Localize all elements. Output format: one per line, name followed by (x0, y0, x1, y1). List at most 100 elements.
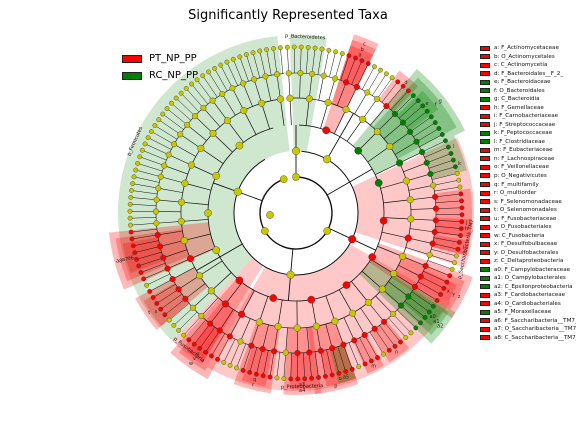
branch-leaf (416, 128, 440, 142)
branch-leaf (164, 298, 186, 315)
node-genus (160, 111, 166, 117)
node-order (187, 161, 195, 169)
node-genus (453, 164, 458, 170)
clade-letter: m (371, 363, 376, 369)
clade-legend-item: j: F_Streptococcaceae (480, 121, 576, 130)
clade-legend-label: a8: C_Saccharibacteria__TM7_ (494, 334, 576, 341)
node-genus (260, 373, 266, 379)
node-order (378, 285, 386, 293)
branch-genus (408, 237, 433, 244)
branch-leaf (144, 143, 169, 155)
branch-leaf (361, 66, 375, 90)
branch-genus (185, 283, 206, 300)
branch-leaf (130, 204, 157, 206)
clade-letter: h (465, 226, 468, 232)
branch-family (370, 259, 394, 274)
branch-genus (168, 154, 192, 166)
node-genus (384, 71, 389, 77)
branch-family (381, 231, 409, 239)
branch-genus (160, 176, 185, 184)
branch-leaf (239, 56, 249, 82)
branch-genus (393, 273, 416, 288)
branch-leaf (130, 197, 157, 201)
clade-legend-label: x: F_Desulfobulbaceae (494, 241, 558, 248)
node-family (432, 205, 439, 212)
clade-letter: q (253, 377, 256, 383)
node-kingdom (261, 227, 269, 235)
clade-highlight (143, 283, 189, 327)
clade-legend-swatch (480, 216, 490, 222)
node-family (423, 159, 430, 166)
node-phylum (348, 235, 357, 244)
branch-leaf (242, 345, 252, 371)
branch-leaf (351, 60, 363, 85)
node-order (197, 144, 205, 152)
branch-leaf (340, 55, 350, 81)
branch-leaf (413, 122, 436, 137)
node-genus (359, 58, 365, 64)
branch-genus (398, 264, 421, 277)
clade-legend-label: m: F_Eubacteriaceae (494, 147, 553, 154)
branch-major (326, 113, 354, 160)
node-genus (164, 106, 170, 111)
node-family (262, 73, 269, 80)
node-order (406, 196, 414, 204)
node-genus (271, 46, 276, 51)
branch-leaf (386, 86, 404, 107)
node-family (240, 80, 247, 87)
clade-legend-swatch (480, 62, 490, 68)
clade-legend-swatch (480, 71, 490, 77)
clade-highlight (329, 344, 357, 384)
node-family (309, 70, 316, 77)
node-genus (322, 373, 328, 379)
branch-leaf (205, 330, 220, 353)
node-order (178, 198, 186, 206)
branch-genus (180, 134, 202, 149)
clade-letter: n (395, 349, 398, 355)
branch-leaf (220, 64, 233, 89)
branch-leaf (369, 331, 384, 355)
node-genus (362, 361, 368, 367)
branch-leaf (191, 83, 209, 105)
branch-leaf (199, 326, 216, 349)
clade-legend-swatch (480, 284, 490, 290)
node-genus (403, 335, 409, 340)
node-genus (162, 312, 168, 318)
branch-genus (360, 307, 375, 329)
branch-leaf (171, 103, 192, 121)
clade-legend-label: k: F_Peptococcaceae (494, 130, 553, 137)
node-genus (218, 62, 224, 68)
node-family (422, 262, 429, 269)
node-genus (405, 88, 411, 94)
branch-leaf (132, 234, 158, 240)
branch-leaf (429, 254, 455, 263)
branch-family (380, 180, 407, 189)
branch-genus (369, 105, 387, 126)
node-order (293, 324, 301, 332)
branch-leaf (372, 73, 387, 96)
branch-leaf (419, 134, 443, 148)
clade-legend-label: g: C_Bacteroidia (494, 96, 540, 103)
branch-leaf (402, 105, 423, 123)
node-genus (372, 64, 377, 70)
node-family (198, 313, 205, 320)
branch-family (338, 289, 353, 314)
branch-genus (163, 249, 188, 258)
clade-legend-item: a2: C_Epsilonproteobacteria (480, 282, 576, 291)
legend-label-rc: RC_NP_PP (149, 70, 199, 81)
clade-legend-label: j: F_Streptococcaceae (494, 121, 556, 128)
node-family (381, 318, 388, 325)
clade-letter: a2 (437, 324, 443, 330)
branch-leaf (130, 223, 157, 226)
clade-highlight (368, 243, 473, 319)
node-kingdom (292, 173, 300, 181)
node-family (407, 128, 414, 135)
branch-genus (156, 199, 182, 203)
node-genus (424, 108, 430, 114)
node-family (361, 331, 368, 338)
clade-highlight (431, 234, 470, 256)
node-genus (349, 366, 355, 372)
node-genus (237, 54, 243, 60)
branch-family (190, 247, 216, 259)
branch-genus (219, 309, 234, 331)
